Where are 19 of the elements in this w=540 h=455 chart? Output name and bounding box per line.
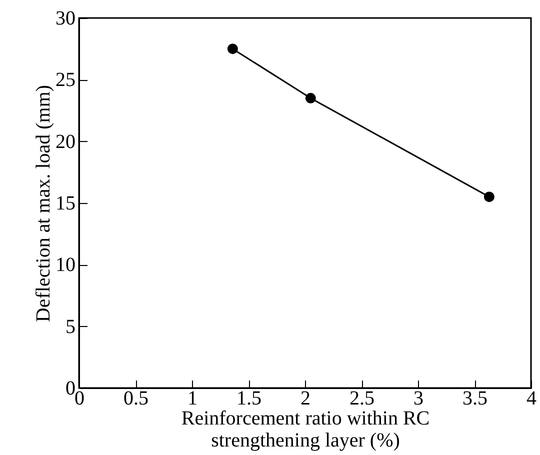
y-axis-title: Deflection at max. load (mm) bbox=[32, 84, 54, 322]
y-tick-label: 30 bbox=[56, 8, 76, 30]
x-axis-title: Reinforcement ratio within RC strengthening layer (%) bbox=[181, 408, 430, 452]
x-tick-label: 2 bbox=[300, 388, 310, 410]
x-tick-label: 3.5 bbox=[462, 388, 488, 410]
x-tick-label: 0.5 bbox=[124, 388, 148, 410]
point bbox=[227, 44, 238, 54]
y-tick-label: 15 bbox=[56, 192, 76, 214]
y-tick-label: 20 bbox=[56, 130, 76, 153]
x-tick-label: 1.5 bbox=[236, 388, 262, 410]
x-tick-label: 3 bbox=[414, 388, 424, 410]
y-tick-label: 25 bbox=[56, 69, 76, 92]
y-tick-label: 5 bbox=[66, 316, 76, 338]
point bbox=[305, 92, 316, 104]
y-tick-label: 10 bbox=[56, 254, 76, 276]
x-tick-label: 1 bbox=[188, 388, 198, 410]
x-tick-label: 4 bbox=[526, 388, 536, 410]
x-tick-label: 2.5 bbox=[350, 388, 374, 410]
point bbox=[484, 192, 494, 202]
